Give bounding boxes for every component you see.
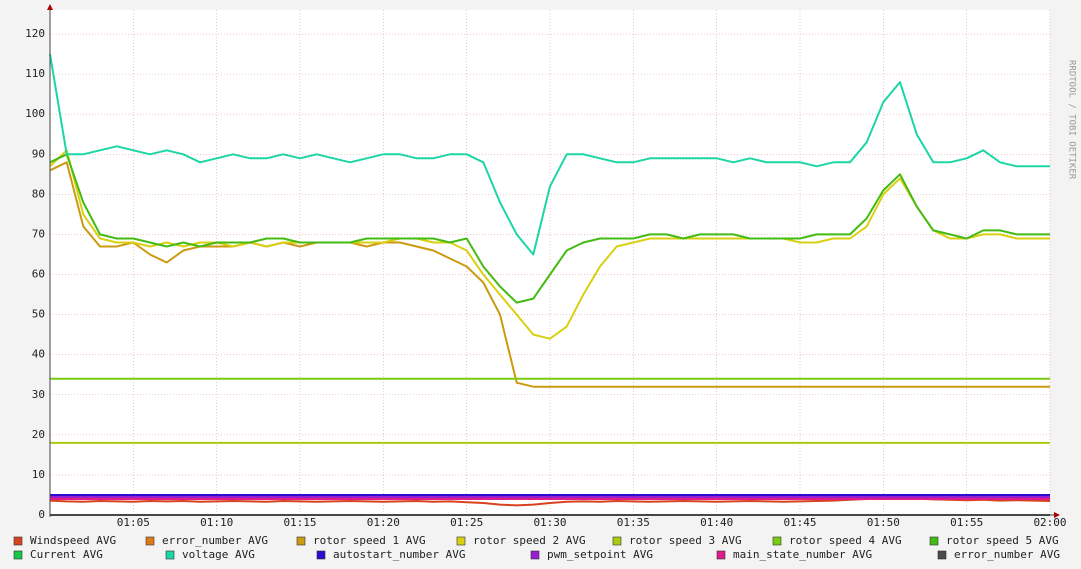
- x-tick-label: 01:25: [450, 516, 483, 529]
- legend-swatch: [716, 550, 726, 560]
- legend-label: pwm_setpoint AVG: [547, 548, 653, 561]
- y-tick-label: 60: [32, 268, 45, 281]
- legend-swatch: [296, 536, 306, 546]
- watermark: RRDTOOL / TOBI OETIKER: [1067, 60, 1077, 180]
- y-tick-label: 0: [38, 508, 45, 521]
- legend-swatch: [612, 536, 622, 546]
- legend-swatch: [530, 550, 540, 560]
- x-axis-arrow: [1054, 512, 1060, 518]
- series-line: [49, 161, 1050, 388]
- legend-label: rotor speed 2 AVG: [473, 534, 586, 547]
- y-tick-label: 10: [32, 468, 45, 481]
- y-tick-label: 110: [25, 67, 45, 80]
- legend-label: rotor speed 3 AVG: [629, 534, 742, 547]
- legend-label: rotor speed 1 AVG: [313, 534, 426, 547]
- y-tick-label: 20: [32, 428, 45, 441]
- y-tick-label: 30: [32, 388, 45, 401]
- y-tick-label: 70: [32, 227, 45, 240]
- y-tick-label: 120: [25, 27, 45, 40]
- x-tick-label: 01:35: [617, 516, 650, 529]
- x-tick-label: 01:55: [950, 516, 983, 529]
- y-tick-label: 40: [32, 348, 45, 361]
- legend-label: Windspeed AVG: [30, 534, 116, 547]
- x-tick-label: 01:10: [200, 516, 233, 529]
- x-tick-label: 01:40: [700, 516, 733, 529]
- y-axis-arrow: [47, 4, 53, 10]
- legend-swatch: [456, 536, 466, 546]
- legend-label: voltage AVG: [182, 548, 255, 561]
- legend-swatch: [13, 550, 23, 560]
- x-tick-label: 02:00: [1033, 516, 1066, 529]
- legend-swatch: [316, 550, 326, 560]
- y-tick-label: 50: [32, 308, 45, 321]
- x-tick-label: 01:50: [867, 516, 900, 529]
- legend-label: rotor speed 4 AVG: [789, 534, 902, 547]
- legend-swatch: [165, 550, 175, 560]
- legend-swatch: [13, 536, 23, 546]
- legend-swatch: [929, 536, 939, 546]
- legend-label: Current AVG: [30, 548, 103, 561]
- series-line: [49, 53, 1050, 256]
- legend-label: error_number AVG: [954, 548, 1060, 561]
- legend-swatch: [145, 536, 155, 546]
- x-tick-label: 01:15: [283, 516, 316, 529]
- legend-label: autostart_number AVG: [333, 548, 465, 561]
- y-tick-label: 100: [25, 107, 45, 120]
- legend-swatch: [937, 550, 947, 560]
- x-tick-label: 01:20: [367, 516, 400, 529]
- legend-label: main_state_number AVG: [733, 548, 872, 561]
- series-line: [49, 153, 1050, 304]
- legend-swatch: [772, 536, 782, 546]
- y-tick-label: 90: [32, 147, 45, 160]
- x-tick-label: 01:30: [533, 516, 566, 529]
- legend-label: rotor speed 5 AVG: [946, 534, 1059, 547]
- x-tick-label: 01:45: [783, 516, 816, 529]
- legend-label: error_number AVG: [162, 534, 268, 547]
- y-tick-label: 80: [32, 187, 45, 200]
- x-tick-label: 01:05: [117, 516, 150, 529]
